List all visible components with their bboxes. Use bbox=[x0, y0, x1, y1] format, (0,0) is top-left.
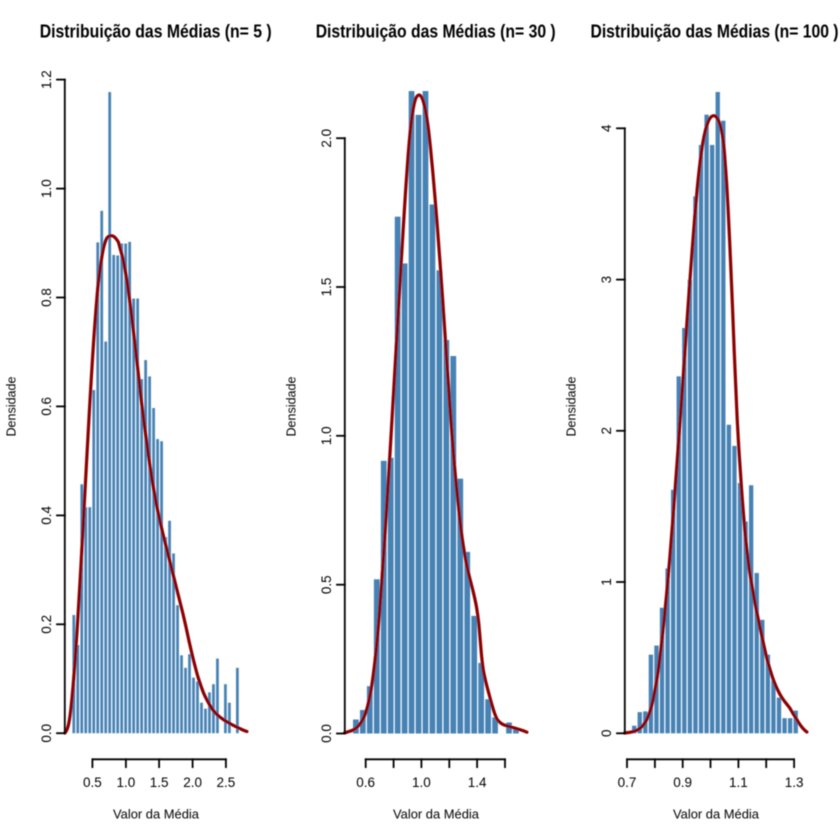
svg-text:1.5: 1.5 bbox=[150, 775, 169, 790]
svg-text:Densidade: Densidade bbox=[283, 377, 298, 437]
svg-text:0.4: 0.4 bbox=[39, 506, 54, 525]
svg-text:1.1: 1.1 bbox=[729, 775, 748, 790]
svg-text:0.5: 0.5 bbox=[83, 775, 102, 790]
svg-text:2.5: 2.5 bbox=[217, 775, 236, 790]
svg-text:0.7: 0.7 bbox=[618, 775, 637, 790]
svg-text:0.6: 0.6 bbox=[356, 775, 375, 790]
svg-text:Densidade: Densidade bbox=[3, 377, 18, 437]
svg-text:0: 0 bbox=[599, 730, 614, 738]
svg-text:0.0: 0.0 bbox=[39, 724, 54, 743]
svg-text:0.9: 0.9 bbox=[673, 775, 692, 790]
svg-text:1.4: 1.4 bbox=[468, 775, 487, 790]
svg-text:0.8: 0.8 bbox=[39, 288, 54, 307]
svg-text:Densidade: Densidade bbox=[563, 377, 578, 437]
svg-text:1.2: 1.2 bbox=[39, 70, 54, 89]
svg-text:Valor da Média: Valor da Média bbox=[393, 806, 480, 821]
svg-text:Distribuição das Médias (n= 30: Distribuição das Médias (n= 30 ) bbox=[316, 21, 556, 41]
svg-text:Distribuição das Médias (n= 10: Distribuição das Médias (n= 100 ) bbox=[591, 21, 839, 41]
svg-text:3: 3 bbox=[599, 276, 614, 284]
svg-text:Valor da Média: Valor da Média bbox=[113, 806, 200, 821]
svg-text:1.3: 1.3 bbox=[785, 775, 804, 790]
svg-text:0.6: 0.6 bbox=[39, 397, 54, 416]
svg-text:1.0: 1.0 bbox=[412, 775, 431, 790]
svg-text:4: 4 bbox=[599, 124, 614, 132]
svg-text:1.0: 1.0 bbox=[319, 426, 334, 445]
svg-text:Valor da Média: Valor da Média bbox=[673, 806, 760, 821]
svg-text:0.2: 0.2 bbox=[39, 615, 54, 634]
svg-text:1.5: 1.5 bbox=[319, 278, 334, 297]
svg-text:2.0: 2.0 bbox=[319, 129, 334, 148]
svg-text:2.0: 2.0 bbox=[183, 775, 202, 790]
svg-text:1: 1 bbox=[599, 578, 614, 586]
svg-text:1.0: 1.0 bbox=[39, 179, 54, 198]
svg-text:1.0: 1.0 bbox=[117, 775, 136, 790]
svg-text:0.5: 0.5 bbox=[319, 575, 334, 594]
svg-text:Distribuição das Médias (n= 5: Distribuição das Médias (n= 5 ) bbox=[40, 21, 272, 41]
svg-text:2: 2 bbox=[599, 427, 614, 435]
svg-text:0.0: 0.0 bbox=[319, 724, 334, 743]
